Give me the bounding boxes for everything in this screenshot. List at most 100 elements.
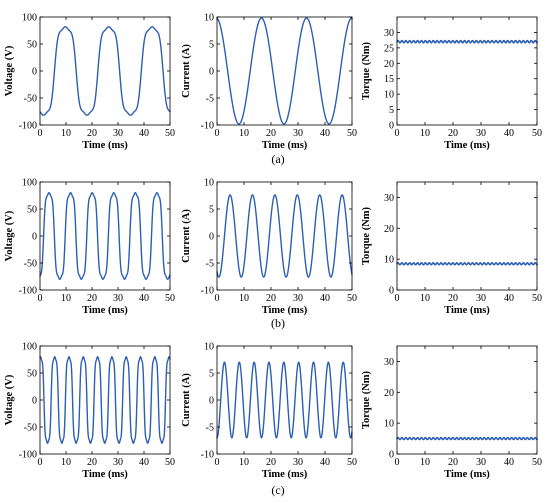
x-tick-label: 50 bbox=[347, 457, 357, 468]
x-tick-label: 50 bbox=[165, 293, 175, 304]
x-tick-label: 50 bbox=[347, 128, 357, 139]
x-tick-label: 20 bbox=[87, 457, 97, 468]
y-tick-label: 50 bbox=[27, 205, 37, 216]
x-tick-label: 50 bbox=[165, 128, 175, 139]
x-tick-label: 10 bbox=[420, 293, 430, 304]
series-line-voltage bbox=[39, 26, 171, 116]
y-tick-label: -100 bbox=[19, 450, 37, 461]
series-line-voltage bbox=[39, 192, 171, 280]
row-label-a: (a) bbox=[271, 152, 284, 166]
x-tick-label: 30 bbox=[113, 128, 123, 139]
x-tick-label: 0 bbox=[395, 457, 400, 468]
plot-frame bbox=[396, 16, 538, 126]
y-tick-label: -5 bbox=[206, 94, 214, 105]
x-tick-label: 40 bbox=[320, 293, 330, 304]
y-tick-label: 100 bbox=[22, 13, 37, 24]
chart-voltage-6: 0 10 20 30 40 50 -100 -50 0 50 100 Time (ms) Voltage… bbox=[4, 342, 175, 481]
y-tick-label: 5 bbox=[209, 205, 214, 216]
y-tick-label: -10 bbox=[201, 450, 214, 461]
series-line-current bbox=[216, 194, 353, 278]
x-axis-title: Time (ms) bbox=[82, 305, 128, 316]
row-label-c: (c) bbox=[271, 483, 284, 497]
x-tick-label: 40 bbox=[139, 293, 149, 304]
x-axis-title: Time (ms) bbox=[262, 469, 308, 480]
series-line-torque bbox=[396, 39, 538, 44]
y-tick-label: 0 bbox=[32, 67, 37, 78]
y-tick-label: -50 bbox=[24, 259, 37, 270]
x-tick-label: 30 bbox=[293, 293, 303, 304]
x-tick-label: 20 bbox=[266, 128, 276, 139]
x-tick-label: 20 bbox=[266, 293, 276, 304]
x-tick-label: 30 bbox=[113, 293, 123, 304]
y-axis-title: Current (A) bbox=[181, 209, 192, 263]
x-tick-label: 10 bbox=[61, 293, 71, 304]
x-tick-label: 30 bbox=[293, 457, 303, 468]
y-tick-label: 15 bbox=[384, 74, 394, 85]
chart-voltage-3: 0 10 20 30 40 50 -100 -50 0 50 100 Time (ms) Voltage… bbox=[4, 178, 175, 317]
y-tick-label: 20 bbox=[384, 224, 394, 235]
y-tick-label: 30 bbox=[384, 357, 394, 368]
y-tick-label: -10 bbox=[201, 286, 214, 297]
x-tick-label: 30 bbox=[476, 293, 486, 304]
x-tick-label: 20 bbox=[448, 293, 458, 304]
x-tick-label: 20 bbox=[448, 457, 458, 468]
x-tick-label: 30 bbox=[293, 128, 303, 139]
x-tick-label: 0 bbox=[215, 293, 220, 304]
x-tick-label: 50 bbox=[532, 457, 542, 468]
y-axis-title: Current (A) bbox=[181, 44, 192, 98]
series-line-current bbox=[216, 361, 353, 439]
series-line-torque bbox=[396, 436, 538, 441]
y-tick-label: 5 bbox=[209, 369, 214, 380]
y-tick-label: 20 bbox=[384, 59, 394, 70]
x-tick-label: 10 bbox=[420, 128, 430, 139]
y-tick-label: -50 bbox=[24, 94, 37, 105]
y-tick-label: -50 bbox=[24, 423, 37, 434]
x-tick-label: 10 bbox=[61, 457, 71, 468]
x-tick-label: 30 bbox=[113, 457, 123, 468]
y-tick-label: 10 bbox=[384, 255, 394, 266]
x-tick-label: 30 bbox=[476, 128, 486, 139]
chart-current-4: 0 10 20 30 40 50 -10 -5 0 5 10 Time (ms) Current (A) bbox=[181, 178, 357, 317]
y-tick-label: 100 bbox=[22, 178, 37, 189]
x-axis-title: Time (ms) bbox=[444, 469, 490, 480]
x-tick-label: 20 bbox=[87, 293, 97, 304]
y-tick-label: 30 bbox=[384, 193, 394, 204]
y-tick-label: 0 bbox=[389, 121, 394, 132]
plot-frame bbox=[396, 345, 538, 455]
y-tick-label: 5 bbox=[209, 40, 214, 51]
y-tick-label: 10 bbox=[204, 178, 214, 189]
x-tick-label: 20 bbox=[266, 457, 276, 468]
x-tick-label: 20 bbox=[448, 128, 458, 139]
x-tick-label: 10 bbox=[239, 457, 249, 468]
x-tick-label: 50 bbox=[532, 293, 542, 304]
x-tick-label: 10 bbox=[239, 128, 249, 139]
y-tick-label: 30 bbox=[384, 28, 394, 39]
x-tick-label: 50 bbox=[347, 293, 357, 304]
x-axis-title: Time (ms) bbox=[82, 469, 128, 480]
y-axis-title: Voltage (V) bbox=[4, 45, 15, 96]
series-line-current bbox=[216, 17, 353, 125]
x-axis-title: Time (ms) bbox=[262, 140, 308, 151]
y-tick-label: 0 bbox=[32, 396, 37, 407]
y-tick-label: -100 bbox=[19, 286, 37, 297]
y-tick-label: -5 bbox=[206, 423, 214, 434]
chart-voltage-0: 0 10 20 30 40 50 -100 -50 0 50 100 Time (ms) Voltage… bbox=[4, 13, 175, 152]
y-tick-label: -100 bbox=[19, 121, 37, 132]
y-tick-label: 0 bbox=[209, 232, 214, 243]
x-tick-label: 0 bbox=[215, 457, 220, 468]
y-tick-label: 50 bbox=[27, 369, 37, 380]
x-tick-label: 0 bbox=[395, 293, 400, 304]
y-axis-title: Torque (Nm) bbox=[361, 370, 372, 429]
y-tick-label: -10 bbox=[201, 121, 214, 132]
plot-frame bbox=[216, 16, 353, 126]
series-line-torque bbox=[396, 262, 538, 266]
x-tick-label: 0 bbox=[395, 128, 400, 139]
y-axis-title: Voltage (V) bbox=[4, 374, 15, 425]
x-tick-label: 10 bbox=[61, 128, 71, 139]
y-axis-title: Current (A) bbox=[181, 373, 192, 427]
x-tick-label: 0 bbox=[38, 457, 43, 468]
y-tick-label: 5 bbox=[389, 105, 394, 116]
